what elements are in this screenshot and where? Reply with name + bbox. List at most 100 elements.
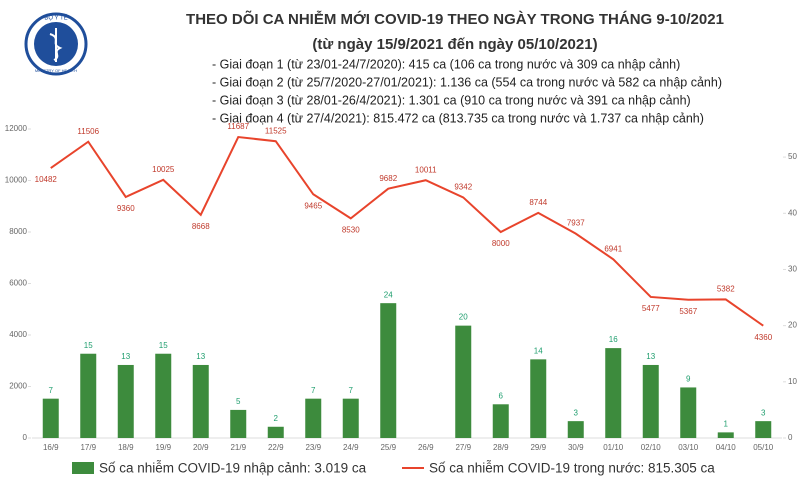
x-tick-label: 19/9 [155, 443, 171, 452]
x-tick-label: 23/9 [305, 443, 321, 452]
bar-label: 15 [84, 341, 93, 350]
bar-label: 13 [196, 352, 205, 361]
line-label: 6941 [604, 244, 622, 253]
line-label: 8744 [529, 198, 547, 207]
note: - Giai đoạn 4 (từ 27/4/2021): 815.472 ca… [212, 111, 704, 125]
bar-label: 20 [459, 313, 468, 322]
bar [42, 398, 59, 438]
line-label: 9465 [304, 201, 322, 210]
y2-tick-label: 10 [788, 377, 797, 386]
bar-label: 9 [686, 375, 691, 384]
bar-label: 1 [724, 419, 729, 428]
bar-label: 16 [609, 335, 618, 344]
bar-label: 6 [499, 391, 504, 400]
x-tick-label: 16/9 [43, 443, 59, 452]
bar [155, 353, 172, 438]
bar-label: 24 [384, 290, 393, 299]
bar [717, 432, 734, 438]
bar [342, 398, 359, 438]
bar-label: 15 [159, 341, 168, 350]
bar-label: 7 [49, 386, 54, 395]
bar [267, 426, 284, 438]
bar [305, 398, 322, 438]
bar-label: 13 [646, 352, 655, 361]
bar-label: 7 [349, 386, 354, 395]
logo-top: BỘ Y TẾ [44, 15, 67, 22]
y-tick-label: 0 [23, 433, 28, 442]
x-tick-label: 04/10 [716, 443, 737, 452]
note: - Giai đoạn 2 (từ 25/7/2020-27/01/2021):… [212, 75, 722, 89]
line-label: 9682 [379, 174, 397, 183]
x-tick-label: 02/10 [641, 443, 662, 452]
line-label: 5367 [679, 307, 697, 316]
bar [755, 421, 772, 438]
y2-tick-label: 50 [788, 152, 797, 161]
note: - Giai đoạn 3 (từ 28/01-26/4/2021): 1.30… [212, 93, 691, 107]
x-tick-label: 25/9 [380, 443, 396, 452]
bar [117, 364, 134, 438]
y-tick-label: 10000 [5, 176, 28, 185]
x-tick-label: 26/9 [418, 443, 434, 452]
bar [455, 325, 472, 438]
logo-bottom: MINISTRY OF HEALTH [35, 68, 77, 73]
legend-label: Số ca nhiễm COVID-19 trong nước: 815.305… [429, 461, 715, 476]
line-label: 5477 [642, 304, 660, 313]
y2-tick-label: 20 [788, 321, 797, 330]
line-label: 10482 [35, 175, 58, 184]
chart-title: THEO DÕI CA NHIỄM MỚI COVID-19 THEO NGÀY… [186, 10, 724, 28]
x-tick-label: 28/9 [493, 443, 509, 452]
x-tick-label: 22/9 [268, 443, 284, 452]
bar [642, 364, 659, 438]
line-label: 9342 [454, 183, 472, 192]
y2-tick-label: 0 [788, 433, 793, 442]
line-label: 9360 [117, 204, 135, 213]
chart-subtitle: (từ ngày 15/9/2021 đến ngày 05/10/2021) [312, 36, 597, 53]
line-label: 10011 [415, 165, 437, 174]
y2-tick-label: 40 [788, 208, 797, 217]
x-tick-label: 21/9 [230, 443, 246, 452]
legend-swatch [72, 462, 94, 474]
line-label: 11506 [77, 127, 99, 136]
bar-label: 7 [311, 386, 316, 395]
logo: BỘ Y TẾ MINISTRY OF HEALTH [24, 12, 88, 76]
x-tick-label: 24/9 [343, 443, 359, 452]
line-label: 11525 [265, 126, 287, 135]
x-tick-label: 01/10 [603, 443, 624, 452]
line-label: 4360 [754, 333, 772, 342]
bar [530, 359, 547, 438]
x-tick-label: 27/9 [455, 443, 471, 452]
x-tick-label: 18/9 [118, 443, 134, 452]
line-label: 8530 [342, 225, 360, 234]
bar-label: 3 [761, 408, 766, 417]
y-tick-label: 8000 [9, 227, 27, 236]
bar-label: 2 [274, 414, 279, 423]
bar-label: 14 [534, 346, 543, 355]
logo-snake [49, 33, 63, 61]
y-tick-label: 6000 [9, 279, 27, 288]
x-tick-label: 29/9 [530, 443, 546, 452]
bar [492, 404, 509, 438]
bar [605, 348, 622, 438]
bar-label: 5 [236, 397, 241, 406]
y2-tick-label: 30 [788, 265, 797, 274]
bar [680, 387, 697, 438]
x-tick-label: 30/9 [568, 443, 584, 452]
line [50, 135, 764, 327]
line-label: 7937 [567, 219, 585, 228]
y-tick-label: 4000 [9, 330, 27, 339]
y-tick-label: 2000 [9, 382, 27, 391]
line-label: 8000 [492, 239, 510, 248]
bar [192, 364, 209, 438]
x-tick-label: 05/10 [753, 443, 774, 452]
line-label: 5382 [717, 285, 735, 294]
bar-label: 13 [121, 352, 130, 361]
bar [230, 409, 247, 438]
bar-label: 3 [574, 408, 579, 417]
y-tick-label: 12000 [5, 124, 28, 133]
line-label: 11687 [227, 122, 249, 131]
legend-label: Số ca nhiễm COVID-19 nhập cảnh: 3.019 ca [99, 461, 367, 476]
x-tick-label: 17/9 [80, 443, 96, 452]
bar [380, 303, 397, 438]
x-tick-label: 20/9 [193, 443, 209, 452]
